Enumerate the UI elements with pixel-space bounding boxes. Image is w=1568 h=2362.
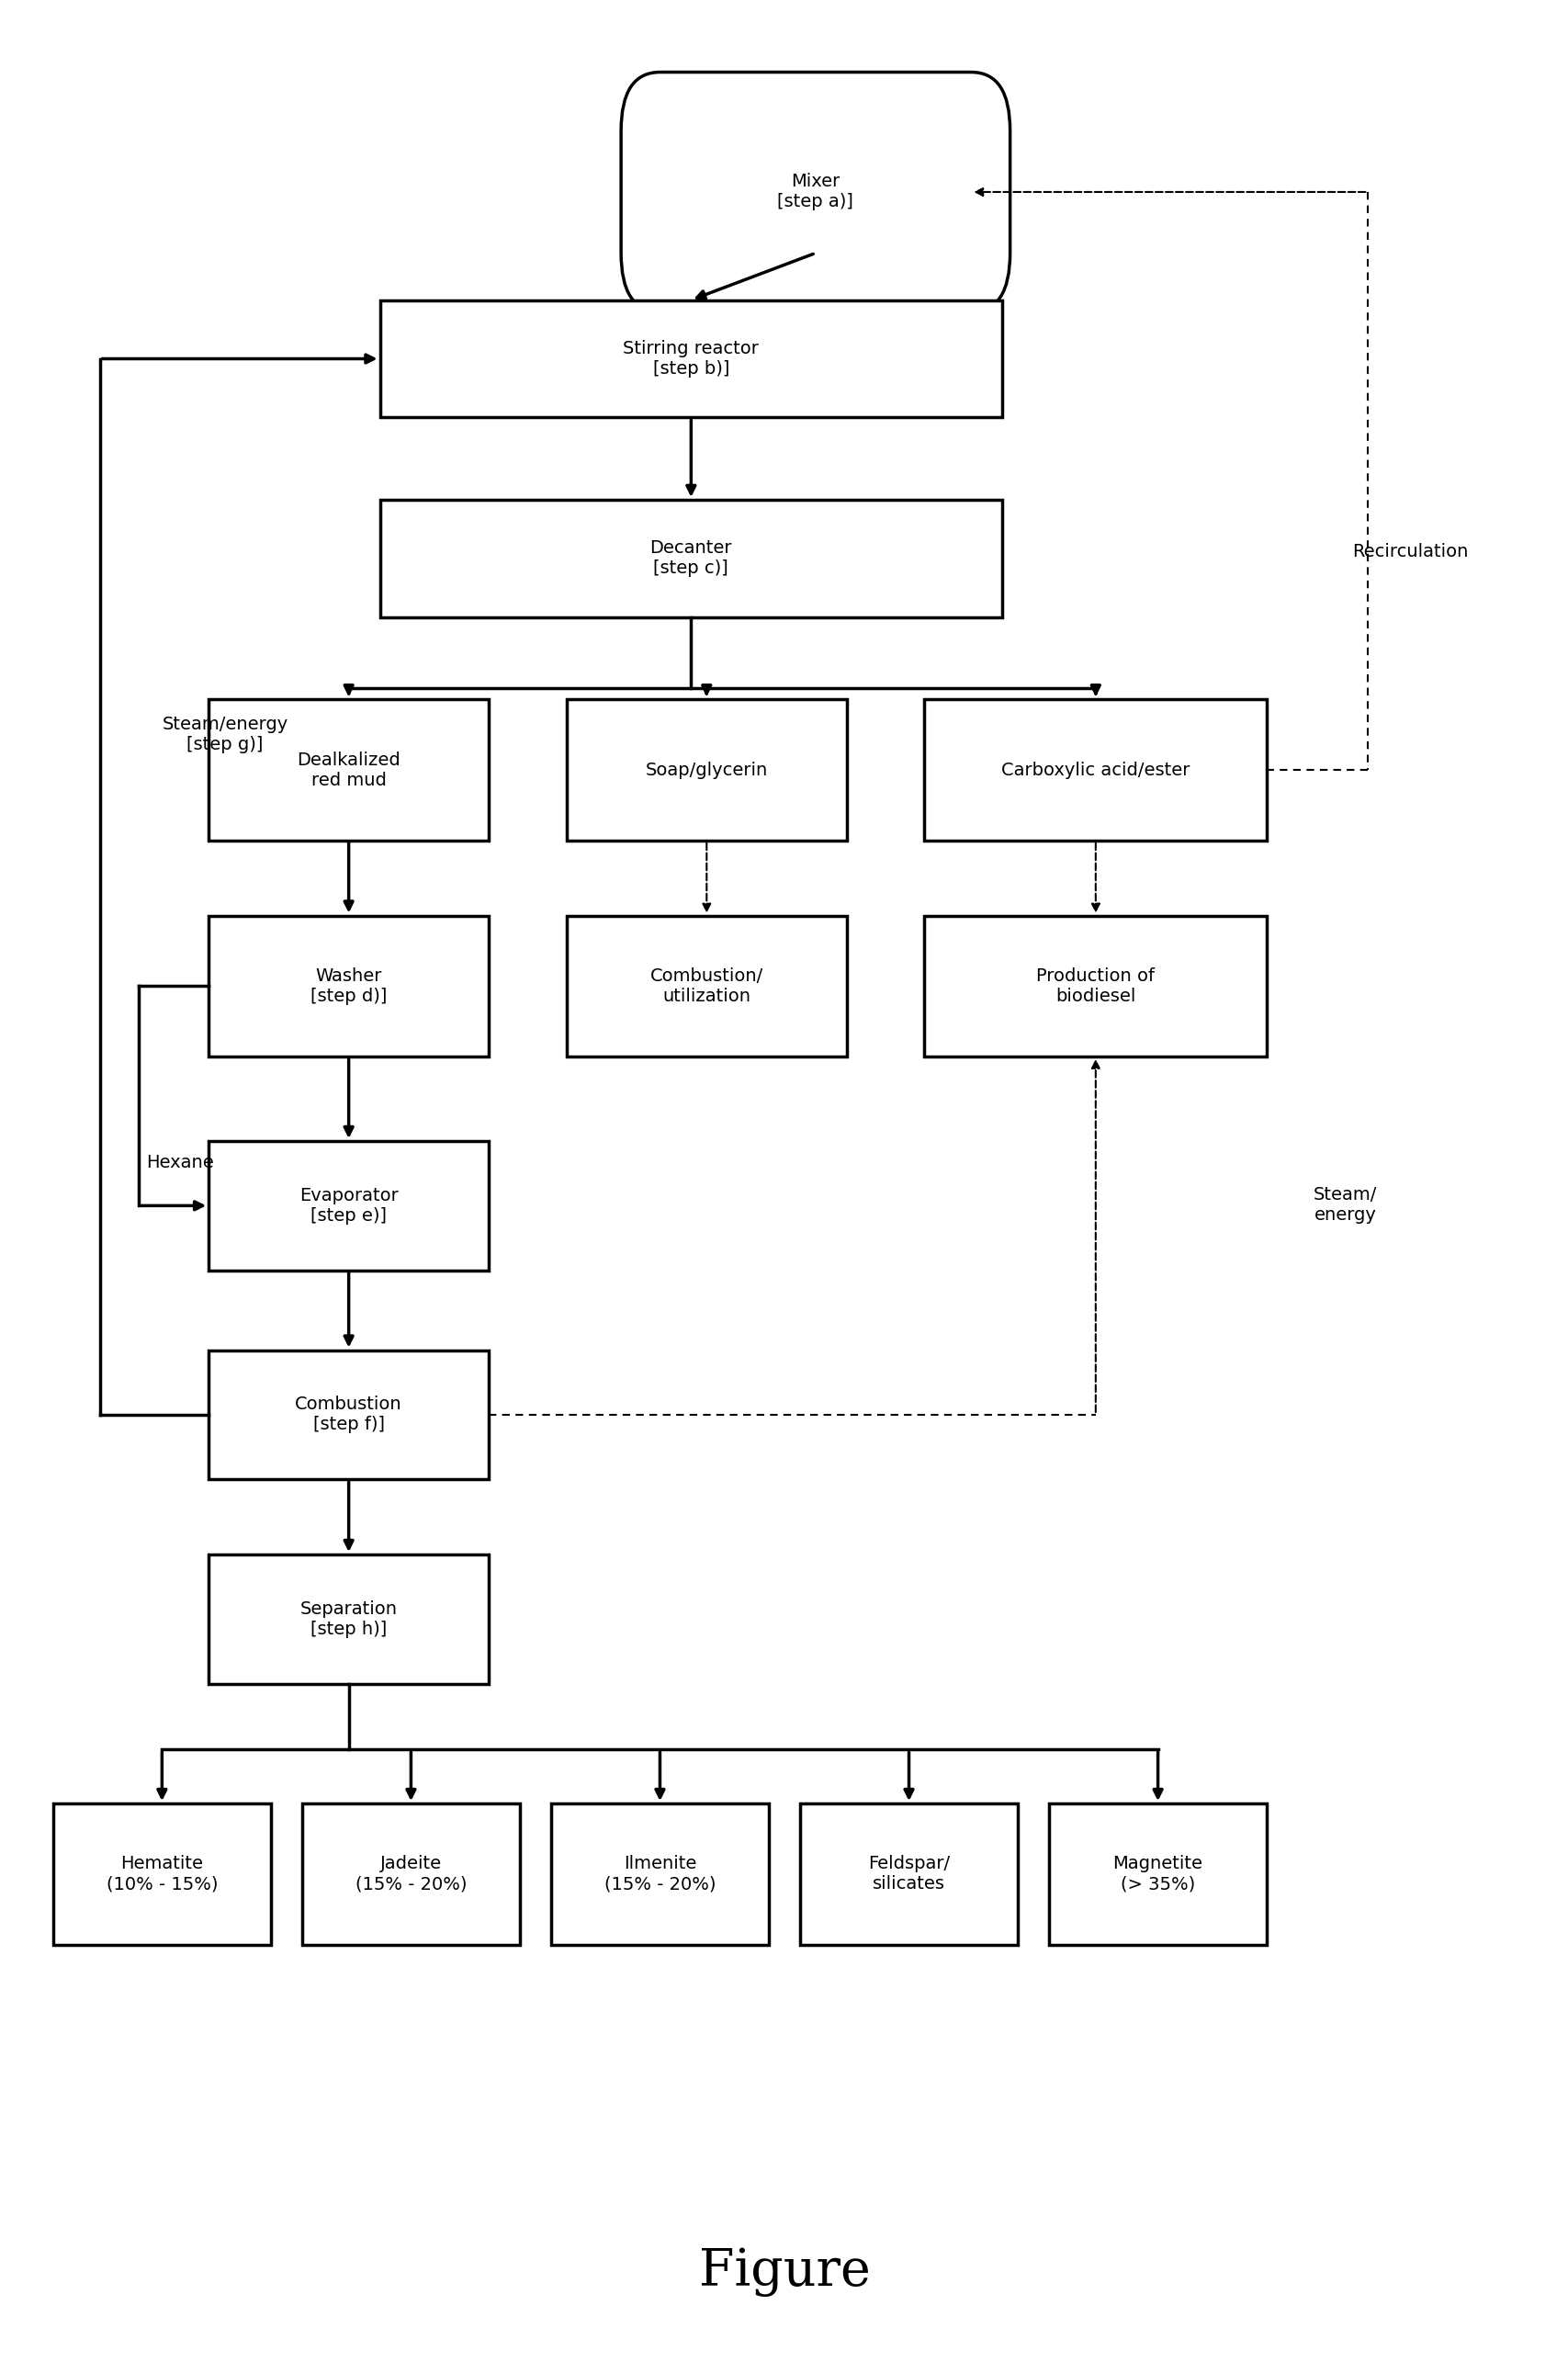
FancyBboxPatch shape [800, 1805, 1018, 1944]
Text: Feldspar/
silicates: Feldspar/ silicates [867, 1854, 949, 1892]
Text: Figure: Figure [698, 2246, 870, 2296]
Text: Soap/glycerin: Soap/glycerin [644, 761, 767, 779]
Text: Washer
[step d)]: Washer [step d)] [310, 966, 387, 1004]
Text: Carboxylic acid/ester: Carboxylic acid/ester [1000, 761, 1189, 779]
Text: Combustion
[step f)]: Combustion [step f)] [295, 1396, 401, 1434]
FancyBboxPatch shape [1049, 1805, 1265, 1944]
Text: Magnetite
(> 35%): Magnetite (> 35%) [1112, 1854, 1203, 1892]
FancyBboxPatch shape [209, 1141, 489, 1271]
FancyBboxPatch shape [621, 73, 1010, 312]
FancyBboxPatch shape [379, 300, 1002, 418]
Text: Ilmenite
(15% - 20%): Ilmenite (15% - 20%) [604, 1854, 715, 1892]
Text: Separation
[step h)]: Separation [step h)] [299, 1601, 397, 1637]
FancyBboxPatch shape [303, 1805, 519, 1944]
Text: Recirculation: Recirculation [1352, 543, 1468, 560]
FancyBboxPatch shape [209, 916, 489, 1056]
FancyBboxPatch shape [209, 699, 489, 841]
FancyBboxPatch shape [209, 1554, 489, 1684]
FancyBboxPatch shape [550, 1805, 768, 1944]
Text: Hexane: Hexane [146, 1153, 215, 1172]
FancyBboxPatch shape [566, 916, 847, 1056]
FancyBboxPatch shape [209, 1351, 489, 1479]
FancyBboxPatch shape [379, 501, 1002, 616]
Text: Steam/energy
[step g)]: Steam/energy [step g)] [162, 716, 289, 753]
Text: Mixer
[step a)]: Mixer [step a)] [778, 172, 853, 210]
Text: Stirring reactor
[step b)]: Stirring reactor [step b)] [622, 340, 759, 378]
FancyBboxPatch shape [53, 1805, 271, 1944]
Text: Steam/
energy: Steam/ energy [1312, 1186, 1377, 1224]
FancyBboxPatch shape [566, 699, 847, 841]
Text: Combustion/
utilization: Combustion/ utilization [649, 966, 762, 1004]
Text: Decanter
[step c)]: Decanter [step c)] [649, 539, 732, 576]
FancyBboxPatch shape [924, 916, 1265, 1056]
Text: Jadeite
(15% - 20%): Jadeite (15% - 20%) [354, 1854, 467, 1892]
Text: Hematite
(10% - 15%): Hematite (10% - 15%) [107, 1854, 218, 1892]
Text: Dealkalized
red mud: Dealkalized red mud [296, 751, 400, 789]
FancyBboxPatch shape [924, 699, 1265, 841]
Text: Evaporator
[step e)]: Evaporator [step e)] [299, 1186, 398, 1224]
Text: Production of
biodiesel: Production of biodiesel [1036, 966, 1154, 1004]
